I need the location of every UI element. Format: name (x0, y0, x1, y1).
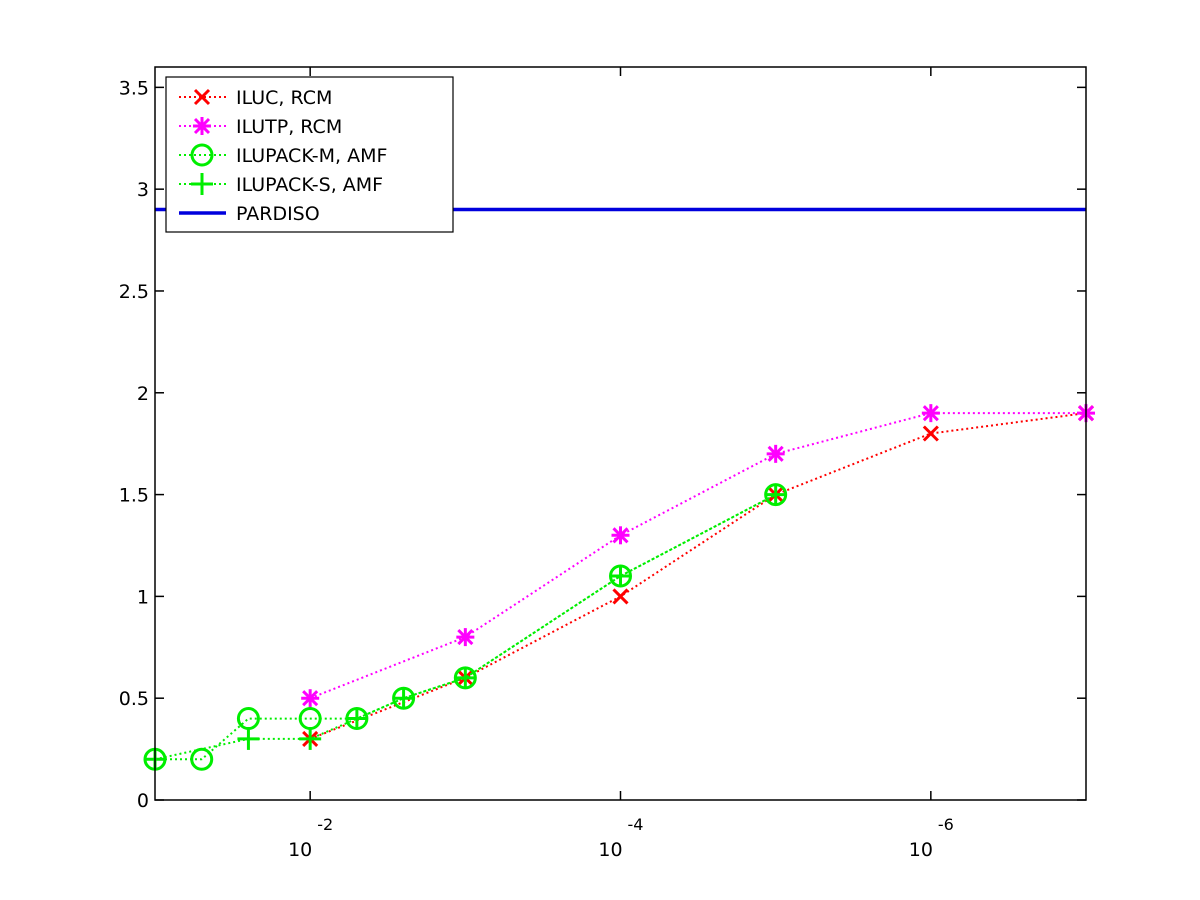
data-point-ilutp-rcm-3 (766, 444, 785, 463)
data-point-ilutp-rcm-0 (301, 689, 320, 708)
x-tick-base: 10 (288, 839, 312, 861)
legend-label: PARDISO (236, 203, 320, 225)
y-tick-label: 2.5 (119, 281, 149, 303)
data-point-ilupack-m-amf-1 (190, 747, 214, 771)
data-point-ilutp-rcm-4 (921, 404, 940, 423)
data-point-ilutp-rcm-2 (611, 526, 630, 545)
legend-entry-pardiso: PARDISO (179, 203, 320, 225)
y-tick-label: 3.5 (119, 77, 149, 99)
legend-entry-iluc-rcm: ILUC, RCM (179, 87, 332, 109)
y-tick-label: 3 (137, 179, 149, 201)
data-point-ilutp-rcm-1 (456, 628, 475, 647)
legend-marker (190, 143, 214, 167)
legend-marker (193, 117, 211, 135)
legend-entry-ilupack-m-amf: ILUPACK-M, AMF (179, 143, 387, 167)
legend-marker (193, 88, 211, 106)
axis-ticks: 0 0.5 1 1.5 2 2.5 3 3.5 -2 10 -4 10 -6 10 (119, 67, 1086, 861)
data-point-ilupack-s-amf-5 (454, 666, 477, 689)
data-point-ilupack-s-amf-2 (299, 727, 322, 750)
legend-box (165, 76, 454, 233)
y-tick-label: 1.5 (119, 485, 149, 507)
series-line-iluc-rcm (309, 412, 1087, 740)
x-tick-base: 10 (598, 839, 622, 861)
data-point-iluc-rcm-4 (922, 425, 939, 442)
legend-entry-ilutp-rcm: ILUTP, RCM (179, 116, 342, 138)
y-tick-label: 0 (137, 790, 149, 812)
legend-entry-ilupack-s-amf: ILUPACK-S, AMF (179, 173, 383, 196)
data-point-ilupack-s-amf-7 (764, 483, 787, 506)
legend-label: ILUTP, RCM (236, 116, 342, 138)
x-tick-exponent: -6 (938, 815, 954, 834)
x-tick-base: 10 (909, 839, 933, 861)
x-tick-exponent: -2 (317, 815, 333, 834)
legend-marker (191, 173, 213, 195)
data-point-ilupack-s-amf-6 (609, 565, 632, 588)
series-line-ilupack-m-amf (155, 493, 777, 761)
data-point-ilupack-s-amf-4 (392, 687, 415, 710)
data-point-ilupack-s-amf-3 (345, 707, 368, 730)
y-tick-label: 2 (137, 383, 149, 405)
legend-label: ILUPACK-M, AMF (236, 145, 387, 167)
series-ilupack-s-amf (144, 483, 787, 771)
y-tick-label: 0.5 (119, 688, 149, 710)
legend-label: ILUPACK-S, AMF (236, 174, 383, 196)
legend: ILUC, RCM ILUTP, RCM ILUPACK-M, AMF ILUPACK… (165, 76, 454, 233)
y-tick-label: 1 (137, 586, 149, 608)
x-tick-exponent: -4 (628, 815, 644, 834)
data-point-ilupack-s-amf-1 (237, 727, 260, 750)
data-point-iluc-rcm-2 (612, 588, 629, 605)
legend-label: ILUC, RCM (236, 87, 332, 109)
